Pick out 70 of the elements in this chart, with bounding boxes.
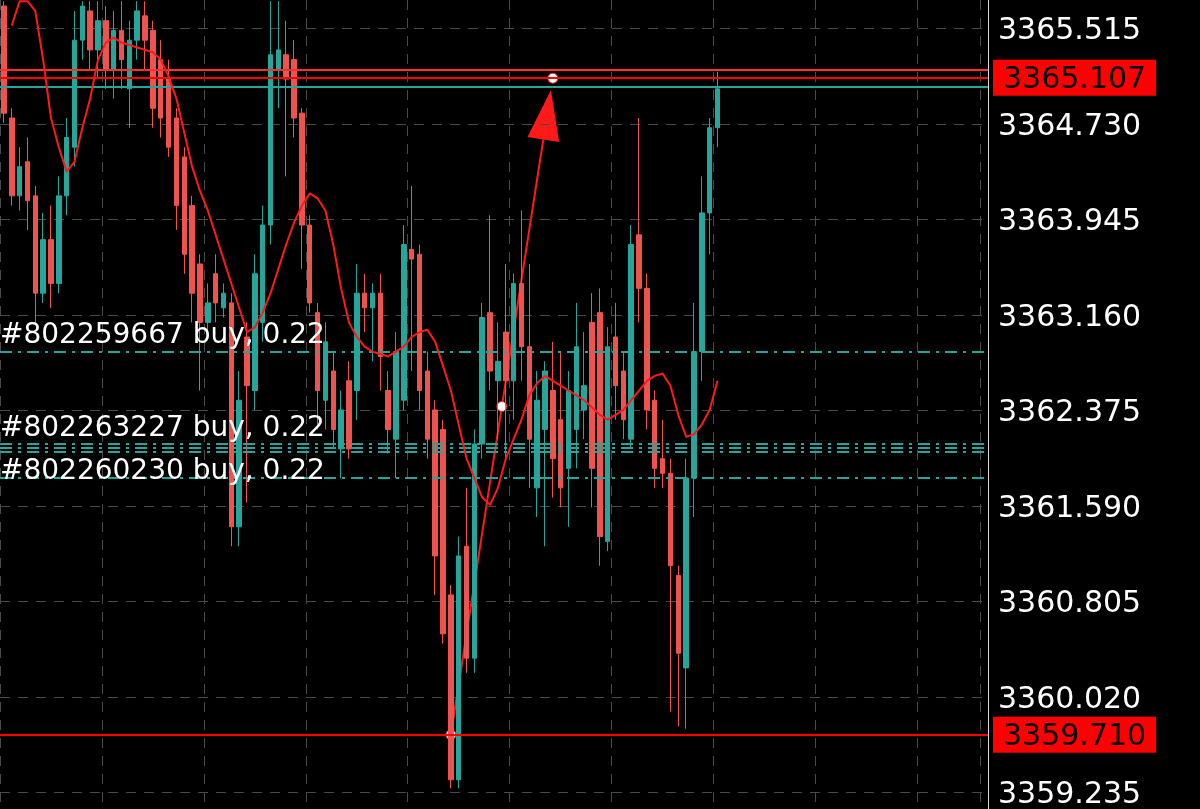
candlestick	[621, 351, 626, 440]
candlestick	[527, 263, 532, 489]
y-tick-label: 3365.515	[998, 11, 1142, 47]
y-tick-label: 3360.020	[998, 679, 1142, 715]
candlestick	[589, 292, 595, 508]
candlestick	[189, 195, 195, 323]
candlestick	[307, 214, 312, 314]
candlestick	[425, 351, 430, 460]
candlestick	[417, 244, 422, 411]
candlestick	[448, 584, 454, 789]
y-tick-label: 3363.160	[998, 297, 1142, 333]
candlestick	[134, 0, 140, 61]
candlestick	[48, 205, 54, 309]
y-tick-label: 3359.235	[998, 775, 1142, 809]
candlestick	[550, 341, 556, 499]
candlestick	[676, 565, 681, 727]
candlestick	[558, 351, 563, 508]
y-tick-label: 3360.805	[998, 584, 1142, 620]
candlestick	[33, 185, 38, 323]
candlestick	[40, 212, 46, 304]
candlestick	[56, 175, 62, 294]
candlestick	[707, 117, 712, 255]
candlestick	[174, 107, 179, 231]
candlestick	[119, 0, 124, 90]
candlestick	[644, 273, 650, 430]
candlestick	[519, 209, 524, 382]
y-tick-label: 3363.945	[998, 202, 1142, 238]
candlestick	[432, 399, 438, 596]
candlestick	[291, 39, 297, 138]
candlestick	[487, 214, 493, 392]
y-tick-label: 3364.730	[998, 106, 1142, 142]
candlestick	[331, 351, 336, 450]
candlestick	[25, 136, 30, 231]
candlestick	[1, 0, 7, 124]
candlestick	[17, 146, 22, 211]
y-tick-label: 3361.590	[998, 488, 1142, 524]
candlestick	[95, 0, 101, 80]
candlestick	[346, 360, 352, 460]
candlestick	[378, 273, 383, 392]
candlestick	[613, 302, 618, 421]
candlestick	[464, 487, 469, 674]
candlestick	[597, 287, 603, 567]
candlestick	[221, 282, 226, 319]
candlestick	[283, 20, 289, 177]
candlestick	[652, 390, 657, 489]
candlestick	[87, 0, 93, 70]
candlestick	[660, 419, 665, 489]
candlestick	[213, 253, 218, 323]
candlestick	[64, 117, 69, 216]
candlestick	[456, 535, 461, 789]
candlestick	[385, 370, 391, 455]
candlestick	[260, 205, 265, 343]
candlestick	[9, 107, 15, 207]
candlestick	[370, 282, 375, 362]
candlestick	[80, 0, 85, 61]
ref-line-label: 3359.710	[1003, 717, 1147, 753]
candlestick	[503, 263, 509, 460]
candlestick	[440, 419, 446, 645]
candlestick	[409, 185, 414, 372]
candlestick	[362, 273, 367, 333]
candlestick	[142, 0, 148, 70]
candlestick	[150, 20, 156, 129]
candlestick	[668, 458, 673, 713]
y-tick-label: 3362.375	[998, 393, 1142, 429]
candlestick	[166, 59, 171, 158]
candlestick	[636, 117, 642, 323]
candlestick	[299, 107, 305, 270]
candlestick	[182, 146, 187, 275]
ref-line-label: 3365.107	[1003, 60, 1147, 96]
candlestick	[103, 5, 109, 90]
